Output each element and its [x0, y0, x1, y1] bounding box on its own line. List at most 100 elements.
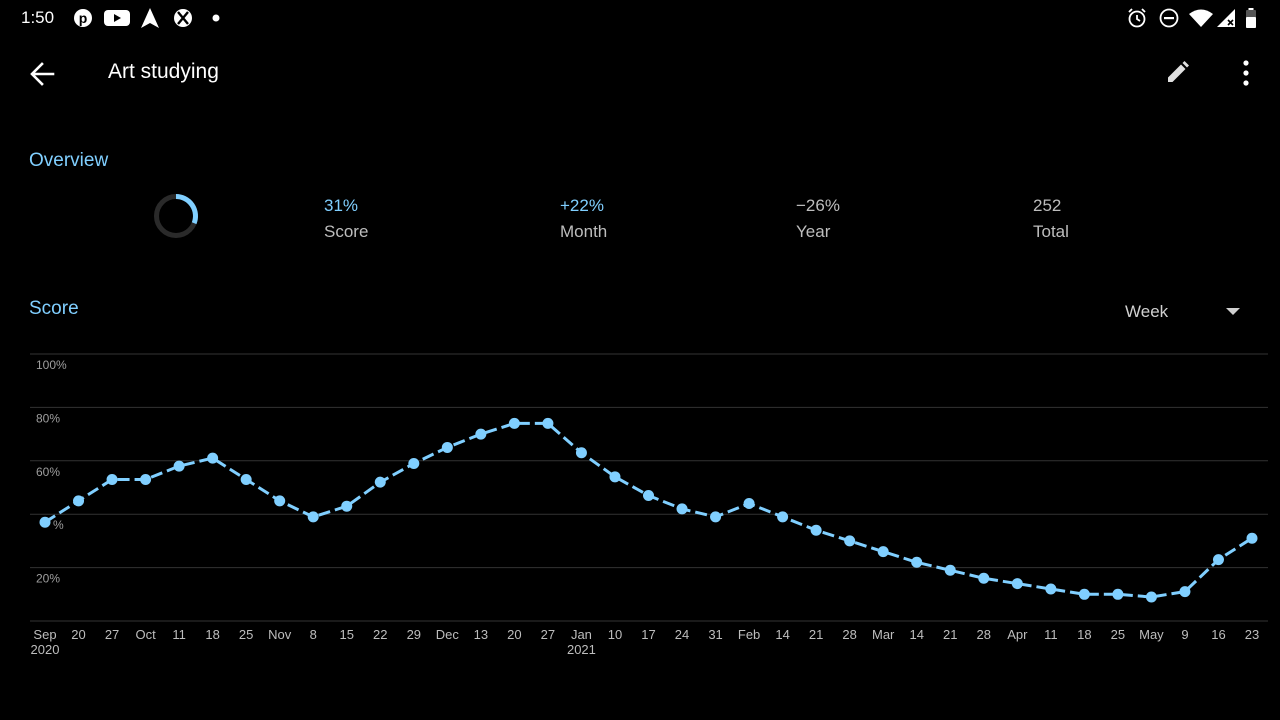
- y-tick-label: 80%: [36, 411, 60, 425]
- dot-icon: [210, 7, 222, 29]
- data-point: [240, 473, 252, 485]
- stat-label: Year: [796, 222, 831, 241]
- x-tick-label: 21: [809, 627, 823, 642]
- data-point: [408, 457, 420, 469]
- x-tick-label: 20: [507, 627, 521, 642]
- data-point: [810, 524, 822, 536]
- x-tick-label: Dec: [436, 627, 460, 642]
- data-point: [73, 495, 85, 507]
- x-tick-label: 20: [71, 627, 85, 642]
- stat-label: Score: [324, 222, 369, 241]
- data-point: [1045, 583, 1057, 595]
- status-time: 1:50: [21, 8, 55, 27]
- arrow-back-icon: [30, 62, 55, 86]
- more-options-button[interactable]: [1226, 52, 1266, 94]
- data-point: [341, 500, 353, 512]
- x-tick-label: 18: [1077, 627, 1091, 642]
- x-tick-label: 22: [373, 627, 387, 642]
- stat-score: 31% Score: [324, 196, 368, 242]
- y-tick-label: 20%: [36, 572, 60, 586]
- x-tick-label: 24: [675, 627, 689, 642]
- data-point: [508, 417, 520, 429]
- data-point: [1212, 554, 1224, 566]
- data-point: [140, 473, 152, 485]
- x-tick-label: Feb: [738, 627, 760, 642]
- data-point: [844, 535, 856, 547]
- period-selected: Week: [1125, 302, 1169, 321]
- data-point: [978, 572, 990, 584]
- stat-total: 252 Total: [1033, 196, 1069, 242]
- y-tick-label: %: [53, 518, 64, 532]
- dropdown-arrow-icon: [1226, 308, 1240, 315]
- x-tick-label: 25: [1111, 627, 1125, 642]
- data-point: [1145, 591, 1157, 603]
- y-tick-label: 60%: [36, 465, 60, 479]
- x-tick-label: 8: [310, 627, 317, 642]
- stat-value: +22%: [560, 196, 604, 215]
- stat-label: Total: [1033, 222, 1069, 241]
- pinterest-icon: p: [72, 7, 94, 29]
- score-series-line: [44, 421, 1253, 599]
- x-tick-year-label: 2021: [567, 642, 596, 657]
- period-dropdown[interactable]: Week: [1110, 296, 1250, 328]
- status-bar: 1:50 p: [0, 0, 1280, 36]
- edit-button[interactable]: [1156, 52, 1198, 94]
- x-tick-label: 15: [340, 627, 354, 642]
- x-tick-label: Sep: [33, 627, 56, 642]
- data-point: [911, 556, 923, 568]
- data-point: [1011, 578, 1023, 590]
- x-tick-label: Jan: [571, 627, 592, 642]
- navigation-arrow-icon: [140, 7, 160, 29]
- x-tick-label: 18: [205, 627, 219, 642]
- x-tick-label: 14: [909, 627, 923, 642]
- data-point: [1112, 588, 1124, 600]
- x-tick-label: 31: [708, 627, 722, 642]
- do-not-disturb-icon: [1158, 7, 1180, 29]
- cell-signal-icon: [1216, 7, 1236, 29]
- data-point: [374, 476, 386, 488]
- data-point: [575, 447, 587, 459]
- x-tick-label: 13: [474, 627, 488, 642]
- svg-text:p: p: [79, 10, 88, 26]
- stat-value: 31%: [324, 196, 359, 215]
- stat-label: Month: [560, 222, 608, 241]
- x-tick-label: Nov: [268, 627, 292, 642]
- x-tick-label: 28: [842, 627, 856, 642]
- x-tick-label: 11: [172, 627, 186, 642]
- x-tick-label: 23: [1245, 627, 1259, 642]
- data-point: [643, 490, 654, 502]
- data-point: [173, 460, 185, 472]
- data-point: [944, 564, 956, 576]
- data-point: [1246, 532, 1258, 544]
- battery-icon: [1244, 7, 1258, 29]
- data-point: [441, 441, 453, 453]
- more-vert-icon: [1243, 60, 1249, 86]
- x-tick-label: Oct: [135, 627, 156, 642]
- stat-month: +22% Month: [560, 196, 607, 242]
- data-point: [676, 503, 688, 515]
- alarm-icon: [1126, 7, 1148, 29]
- stat-value: −26%: [796, 196, 840, 215]
- x-tick-label: Mar: [872, 627, 895, 642]
- data-point: [475, 428, 487, 440]
- x-tick-label: 14: [775, 627, 789, 642]
- wifi-icon: [1188, 7, 1214, 29]
- back-button[interactable]: [22, 54, 62, 94]
- x-tick-label: 27: [105, 627, 119, 642]
- data-point: [743, 498, 755, 510]
- data-point: [274, 495, 286, 507]
- data-point: [207, 452, 219, 464]
- data-point: [609, 471, 621, 483]
- data-point: [307, 511, 319, 523]
- x-tick-label: 28: [977, 627, 991, 642]
- x-tick-label: 21: [943, 627, 957, 642]
- data-point: [1179, 586, 1191, 598]
- x-tick-label: 17: [641, 627, 655, 642]
- stat-value: 252: [1033, 196, 1062, 215]
- data-point: [39, 516, 51, 528]
- data-point: [1078, 588, 1090, 600]
- x-tick-label: 16: [1211, 627, 1225, 642]
- x-tick-label: May: [1139, 627, 1164, 642]
- x-tick-label: Apr: [1007, 627, 1028, 642]
